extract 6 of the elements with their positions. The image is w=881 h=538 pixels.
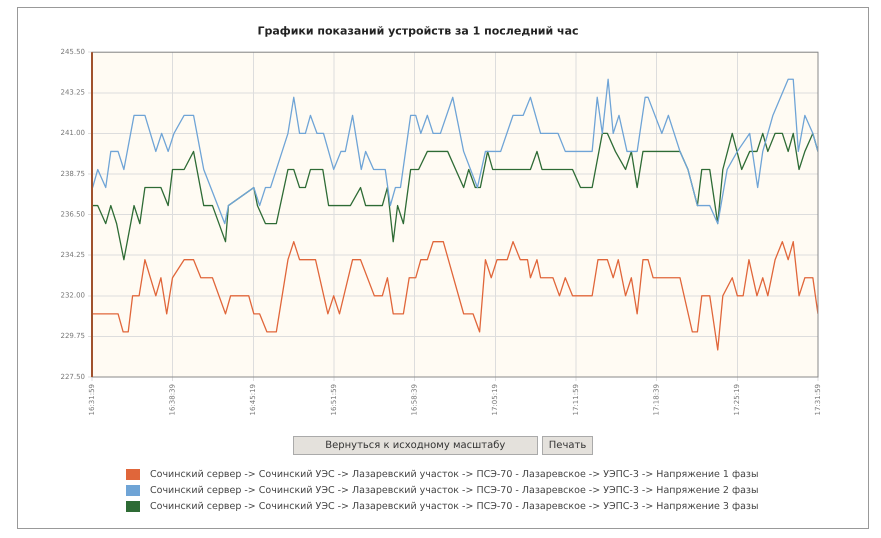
legend-label: Сочинский сервер -> Сочинский УЭС -> Лазаревский участок -> ПСЭ-70 - Лазаревское -> УЭПС-3 -> Напряжение 3 фазы [150,500,758,512]
legend-label: Сочинский сервер -> Сочинский УЭС -> Лазаревский участок -> ПСЭ-70 - Лазаревское -> УЭПС-3 -> Напряжение 2 фазы [150,484,758,496]
text: Печать [542,436,594,455]
chart-title: Графики показаний устройств за 1 последний час [257,24,579,38]
legend-label: Сочинский сервер -> Сочинский УЭС -> Лазаревский участок -> ПСЭ-70 - Лазаревское -> УЭПС-3 -> Напряжение 1 фазы [150,468,758,480]
text: Вернуться к исходному масштабу [292,436,538,455]
